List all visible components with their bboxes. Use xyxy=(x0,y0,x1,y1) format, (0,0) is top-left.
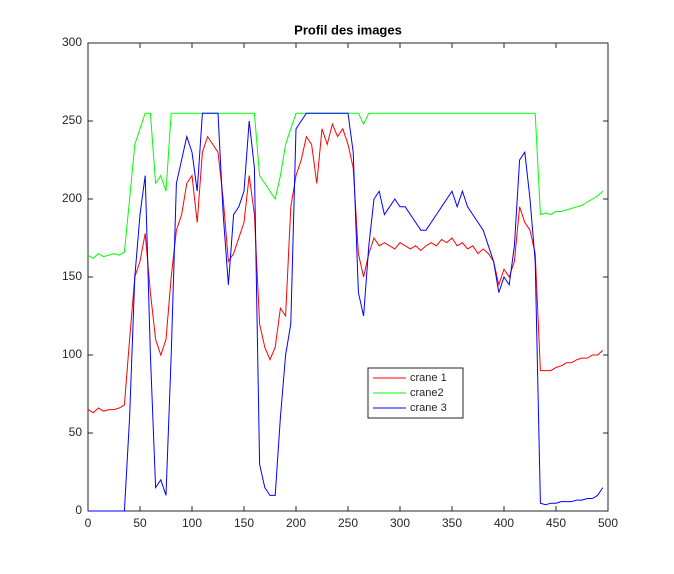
legend-label: crane 1 xyxy=(410,372,447,384)
x-tick-label: 450 xyxy=(546,516,566,530)
x-tick-label: 500 xyxy=(598,516,618,530)
y-tick-label: 250 xyxy=(62,113,82,127)
x-tick-label: 50 xyxy=(133,516,147,530)
series-line xyxy=(88,112,604,512)
legend-label: crane 3 xyxy=(410,402,447,414)
y-tick-label: 300 xyxy=(62,35,82,49)
plot-area xyxy=(87,42,609,512)
chart-title: Profil des images xyxy=(294,22,402,37)
x-tick-label: 400 xyxy=(494,516,514,530)
y-tick-label: 100 xyxy=(62,347,82,361)
x-tick-label: 350 xyxy=(442,516,462,530)
y-tick-label: 50 xyxy=(69,425,83,439)
legend-label: crane2 xyxy=(410,387,444,399)
x-tick-label: 200 xyxy=(286,516,306,530)
x-tick-label: 300 xyxy=(390,516,410,530)
y-tick-label: 200 xyxy=(62,191,82,205)
x-tick-label: 0 xyxy=(85,516,92,530)
x-tick-label: 100 xyxy=(182,516,202,530)
y-tick-label: 150 xyxy=(62,269,82,283)
x-tick-label: 250 xyxy=(338,516,358,530)
y-tick-label: 0 xyxy=(75,503,82,517)
x-tick-label: 150 xyxy=(234,516,254,530)
